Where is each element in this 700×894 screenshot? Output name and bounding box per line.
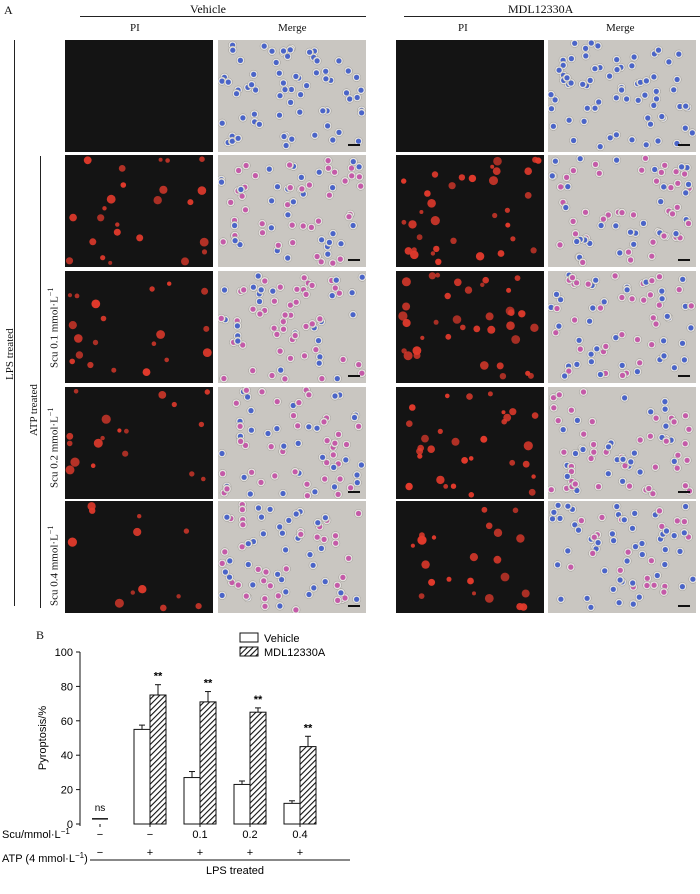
legend-swatch-mdl [239,646,259,657]
merge-micrograph-r3-c4 [548,271,696,383]
pi-micrograph-r2-c3 [396,155,544,267]
group-label-mdl: MDL12330A [508,2,574,16]
significance-mark: ** [304,722,313,734]
scale-bar [348,144,360,146]
pi-micrograph-r3-c1 [65,271,213,383]
pi-micrograph-r5-c1 [65,501,213,613]
row-label-scu-0-1: Scu 0.1 mmol·L−1 [46,287,61,368]
merge-micrograph-r5-c4 [548,501,696,613]
atp-value: + [297,847,303,859]
column-label-merge-2: Merge [606,22,635,34]
lps-bracket [14,40,15,606]
scale-bar [678,605,690,607]
pyroptosis-chart: 0 20 40 60 80 100 Pyroptosis/% Vehicle MDL12330A… [2,632,350,877]
legend-label-vehicle: Vehicle [264,633,299,645]
significance-mark: ** [154,671,163,683]
scu-value: 0.1 [192,829,207,841]
scale-bar [348,491,360,493]
atp-value: + [247,847,253,859]
merge-micrograph-r2-c2 [218,155,366,267]
merge-micrograph-r4-c2 [218,387,366,499]
pi-micrograph-r1-c3 [396,40,544,152]
y-tick-label: 80 [61,681,73,693]
y-axis-label: Pyroptosis/% [37,706,49,770]
y-tick-label: 0 [67,819,73,831]
atp-value: + [197,847,203,859]
merge-micrograph-r2-c4 [548,155,696,267]
ns-label: ns [95,803,106,814]
column-label-merge-1: Merge [278,22,307,34]
bar-mdl-2 [199,701,217,825]
bar-mdl-4 [299,746,317,825]
scale-bar [678,144,690,146]
pi-micrograph-r4-c1 [65,387,213,499]
merge-micrograph-r5-c2 [218,501,366,613]
row-label-scu-0-2: Scu 0.2 mmol·L−1 [46,407,61,488]
atp-value: + [147,847,153,859]
y-tick-label: 40 [61,750,73,762]
panel-a-label: A [4,3,13,17]
column-label-pi-1: PI [130,22,140,34]
bar-vehicle-4 [283,802,301,825]
scu-value: 0.4 [292,829,307,841]
legend-label-mdl: MDL12330A [264,647,326,659]
group-label-vehicle: Vehicle [190,2,226,16]
pi-micrograph-r2-c1 [65,155,213,267]
merge-micrograph-r1-c2 [218,40,366,152]
scale-bar [678,375,690,377]
pi-micrograph-r3-c3 [396,271,544,383]
column-label-pi-2: PI [458,22,468,34]
legend-swatch-vehicle [239,632,259,643]
scu-value: 0.2 [242,829,257,841]
y-tick-label: 20 [61,785,73,797]
lps-row-label: LPS treated [206,865,264,877]
bar-mdl-1 [149,694,167,825]
pi-micrograph-r1-c1 [65,40,213,152]
significance-mark: ** [204,678,213,690]
scale-bar [348,375,360,377]
group-line-vehicle [80,16,366,17]
scale-bar [348,605,360,607]
y-tick-label: 60 [61,716,73,728]
merge-micrograph-r4-c4 [548,387,696,499]
merge-micrograph-r3-c2 [218,271,366,383]
scu-value: − [147,829,153,841]
scale-bar [678,259,690,261]
y-tick-label: 100 [55,647,73,659]
significance-mark: ** [254,694,263,706]
atp-value: − [97,847,103,859]
atp-bracket [40,156,41,608]
scu-value: − [97,829,103,841]
bar-vehicle-2 [183,777,201,825]
merge-micrograph-r1-c4 [548,40,696,152]
bar-vehicle-3 [233,783,251,825]
bar-mdl-3 [249,711,267,825]
lps-label: LPS treated [4,328,16,380]
panel-b-label: B [36,628,45,642]
scale-bar [348,259,360,261]
scu-row-label: Scu/mmol·L−1 [2,827,70,842]
atp-label: ATP treated [28,384,40,436]
bar-vehicle-1 [133,728,151,825]
pi-micrograph-r5-c3 [396,501,544,613]
group-line-mdl [404,16,700,17]
row-label-scu-0-4: Scu 0.4 mmol·L−1 [46,525,61,606]
scale-bar [678,491,690,493]
pi-micrograph-r4-c3 [396,387,544,499]
atp-row-label: ATP (4 mmol·L−1) [2,851,88,866]
